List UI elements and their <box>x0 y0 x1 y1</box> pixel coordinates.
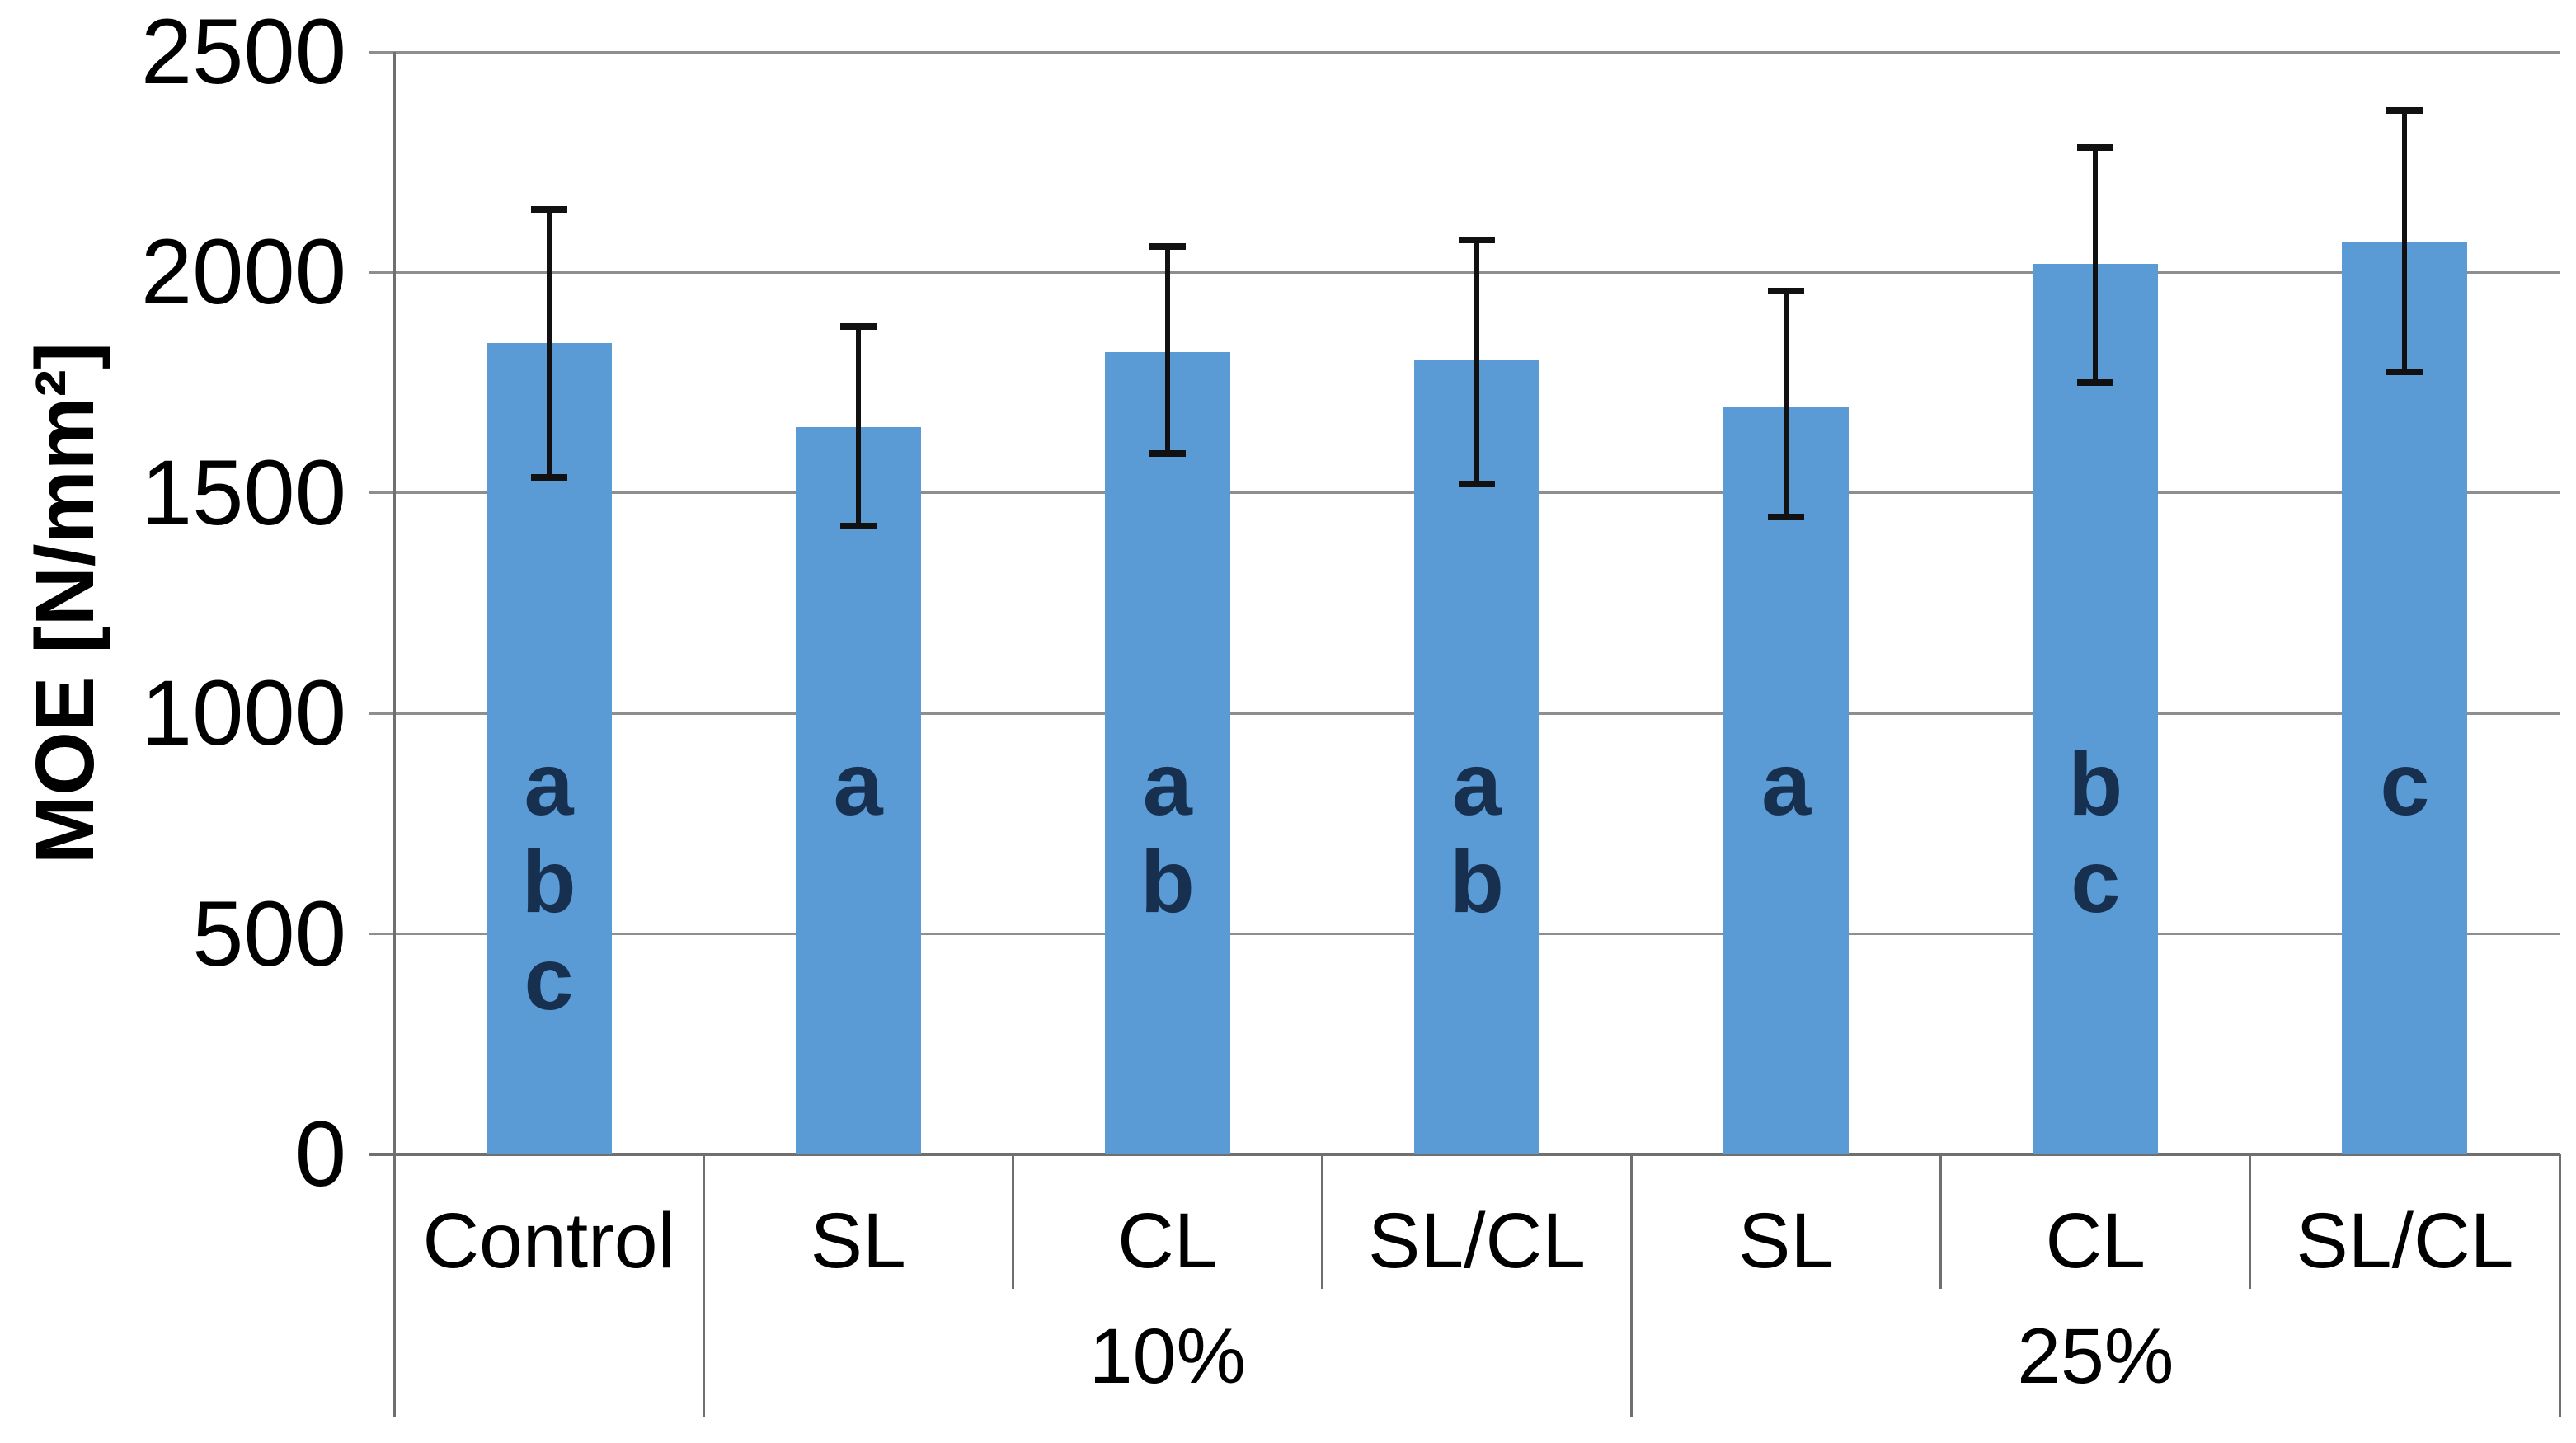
error-bar-cap-top <box>1768 287 1805 294</box>
group-label: 10% <box>1088 1313 1246 1400</box>
error-bar-line <box>1784 289 1789 518</box>
category-divider <box>1320 1154 1323 1289</box>
error-bar-cap-top <box>839 322 877 330</box>
significance-letter: c <box>2380 734 2430 834</box>
error-bar-cap-bottom <box>530 474 567 482</box>
error-bar-line <box>1474 239 1479 485</box>
error-bar-cap-top <box>2077 143 2114 151</box>
x-category-label: SL/CL <box>1367 1197 1586 1285</box>
group-divider <box>702 1154 705 1417</box>
x-category-label: Control <box>422 1197 675 1285</box>
bar-sl-10- <box>795 426 921 1154</box>
error-bar-cap-bottom <box>1149 449 1186 457</box>
significance-letter: c <box>2071 831 2121 931</box>
significance-letter: b <box>2068 734 2123 834</box>
error-bar-line <box>2402 109 2408 372</box>
category-divider <box>2249 1154 2252 1289</box>
x-category-label: CL <box>1117 1197 1218 1285</box>
significance-letter: a <box>524 734 574 834</box>
gridline <box>369 270 2560 274</box>
significance-letters: a <box>1704 736 1869 833</box>
error-bar-cap-bottom <box>2077 379 2114 387</box>
category-divider <box>1939 1154 1943 1289</box>
error-bar-line <box>855 325 861 526</box>
significance-letters: c <box>2322 736 2487 833</box>
error-bar-line <box>2093 146 2099 383</box>
significance-letter: a <box>833 734 883 834</box>
error-bar-cap-top <box>2386 106 2423 114</box>
significance-letter: b <box>1450 831 1504 931</box>
gridline <box>369 50 2560 54</box>
significance-letter: a <box>1761 734 1812 834</box>
significance-letter: b <box>1140 831 1195 931</box>
y-tick-label: 500 <box>192 881 346 985</box>
error-bar-cap-bottom <box>1459 481 1495 488</box>
error-bar-cap-top <box>1149 243 1186 251</box>
error-bar-cap-top <box>1459 237 1495 244</box>
x-category-label: CL <box>2045 1197 2146 1285</box>
x-category-label: SL/CL <box>2296 1197 2514 1285</box>
group-label: 25% <box>2017 1313 2174 1400</box>
x-axis-line <box>369 1153 2560 1156</box>
significance-letter: c <box>524 928 574 1028</box>
y-axis-line <box>393 52 396 1417</box>
y-axis-title-text: MOE [N/mm²] <box>19 341 112 865</box>
bar-cl-25- <box>2033 263 2159 1154</box>
group-divider <box>1630 1154 1634 1417</box>
x-category-label: SL <box>1738 1197 1835 1285</box>
error-bar-cap-bottom <box>1768 514 1805 521</box>
y-axis-title: MOE [N/mm²] <box>8 52 124 1154</box>
significance-letter: a <box>1142 734 1192 834</box>
error-bar-cap-top <box>530 205 567 213</box>
y-tick-label: 1500 <box>140 440 346 544</box>
significance-letter: b <box>521 831 576 931</box>
category-divider <box>1011 1154 1014 1289</box>
y-tick-label: 2000 <box>140 220 346 324</box>
bar-sl-cl-10- <box>1414 360 1539 1154</box>
y-tick-label: 1000 <box>140 661 346 765</box>
error-bar-cap-bottom <box>839 522 877 529</box>
error-bar-cap-bottom <box>2386 368 2423 375</box>
bar-sl-cl-25- <box>2342 241 2468 1154</box>
y-tick-label: 2500 <box>140 0 346 103</box>
bar-sl-25- <box>1723 407 1850 1154</box>
error-bar-line <box>1164 246 1170 454</box>
x-category-label: SL <box>810 1197 906 1285</box>
y-tick-label: 0 <box>294 1102 346 1206</box>
error-bar-line <box>546 208 552 478</box>
significance-letter: a <box>1451 734 1502 834</box>
significance-letters: a <box>776 736 941 833</box>
bar-cl-10- <box>1104 351 1230 1154</box>
group-divider <box>2558 1154 2561 1417</box>
